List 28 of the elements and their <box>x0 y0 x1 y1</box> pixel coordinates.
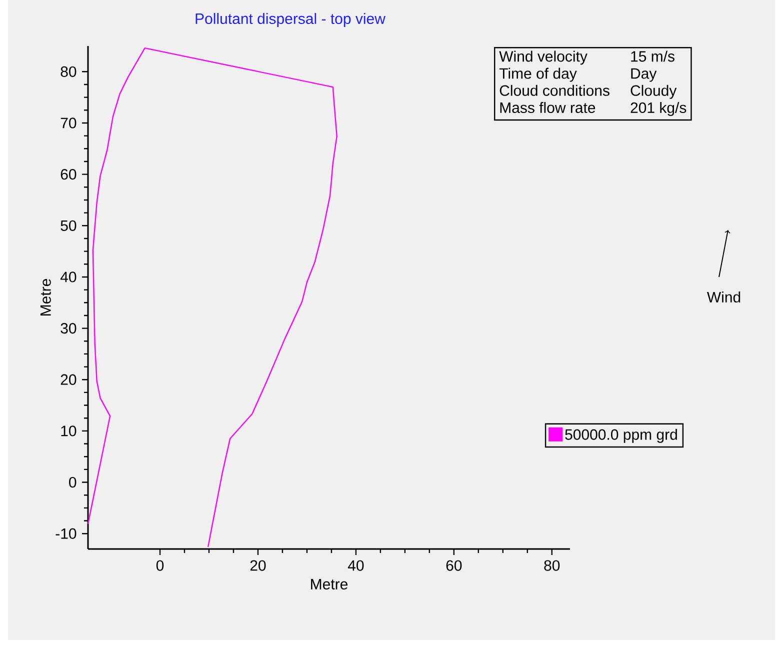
x-tick-label: 40 <box>348 560 364 571</box>
legend-label: 50000.0 ppm grd <box>565 428 677 443</box>
y-tick-label: 10 <box>61 426 76 436</box>
y-tick-label: 20 <box>60 374 76 385</box>
y-axis-title: Metre <box>40 279 51 316</box>
x-tick-label: 60 <box>446 560 462 571</box>
text: 15 m/s <box>631 50 674 62</box>
annotation: Mass flow rate <box>500 102 596 114</box>
x-tick-label: 20 <box>250 560 266 571</box>
text: Wind <box>706 291 740 302</box>
y-tick-label: 30 <box>60 322 76 334</box>
annotation: Cloud conditions <box>500 84 610 96</box>
text: Cloudy <box>630 84 677 99</box>
y-tick-label: 70 <box>60 118 76 128</box>
x-axis-title: Metre <box>311 579 348 590</box>
y-tick-label: 0 <box>69 476 76 488</box>
y-tick-label: 40 <box>60 272 76 282</box>
y-tick-label: 50 <box>60 220 76 231</box>
chart-title: Pollutant dispersal - top view <box>196 13 386 27</box>
x-tick-label: 80 <box>544 560 560 571</box>
annotation: Time of day <box>499 68 577 82</box>
y-tick-label: 60 <box>60 169 76 180</box>
text: Day <box>631 68 657 82</box>
annotation: Wind velocity <box>499 50 588 65</box>
y-tick-label: 80 <box>60 66 76 77</box>
y-tick-label: -10 <box>56 528 76 539</box>
text: 201 kg/s <box>630 102 686 116</box>
x-tick-label: 0 <box>156 560 164 571</box>
